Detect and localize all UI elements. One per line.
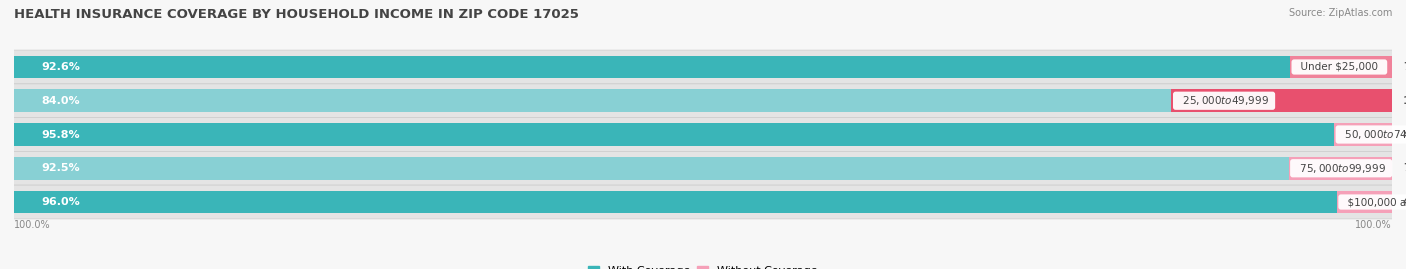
Text: 92.5%: 92.5% <box>42 163 80 173</box>
Bar <box>14 123 1334 146</box>
Bar <box>14 190 1337 214</box>
FancyBboxPatch shape <box>0 50 1406 84</box>
Text: $75,000 to $99,999: $75,000 to $99,999 <box>1292 162 1389 175</box>
Text: $50,000 to $74,999: $50,000 to $74,999 <box>1339 128 1406 141</box>
Text: 96.0%: 96.0% <box>42 197 80 207</box>
Bar <box>1289 157 1392 180</box>
FancyBboxPatch shape <box>0 84 1406 118</box>
Bar <box>14 157 1289 180</box>
Text: Source: ZipAtlas.com: Source: ZipAtlas.com <box>1288 8 1392 18</box>
Bar <box>1334 123 1392 146</box>
Text: 100.0%: 100.0% <box>14 220 51 229</box>
Text: 7.4%: 7.4% <box>1403 62 1406 72</box>
Bar <box>1337 190 1392 214</box>
Bar <box>1289 55 1392 79</box>
Text: 100.0%: 100.0% <box>1355 220 1392 229</box>
Legend: With Coverage, Without Coverage: With Coverage, Without Coverage <box>583 261 823 269</box>
FancyBboxPatch shape <box>0 118 1406 151</box>
Text: $100,000 and over: $100,000 and over <box>1341 197 1406 207</box>
Bar <box>14 55 1289 79</box>
Text: 4.2%: 4.2% <box>1403 129 1406 140</box>
FancyBboxPatch shape <box>0 185 1406 219</box>
FancyBboxPatch shape <box>0 151 1406 185</box>
Text: 95.8%: 95.8% <box>42 129 80 140</box>
Text: 92.6%: 92.6% <box>42 62 80 72</box>
Text: Under $25,000: Under $25,000 <box>1294 62 1385 72</box>
Text: 84.0%: 84.0% <box>42 96 80 106</box>
Text: 4.0%: 4.0% <box>1403 197 1406 207</box>
Text: $25,000 to $49,999: $25,000 to $49,999 <box>1175 94 1272 107</box>
Text: 16.0%: 16.0% <box>1403 96 1406 106</box>
Text: 7.5%: 7.5% <box>1403 163 1406 173</box>
Text: HEALTH INSURANCE COVERAGE BY HOUSEHOLD INCOME IN ZIP CODE 17025: HEALTH INSURANCE COVERAGE BY HOUSEHOLD I… <box>14 8 579 21</box>
Bar <box>14 89 1171 112</box>
Bar <box>1171 89 1392 112</box>
